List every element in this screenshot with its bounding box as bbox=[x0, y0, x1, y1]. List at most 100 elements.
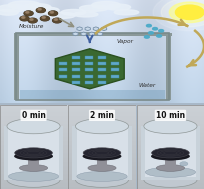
Text: 10 min: 10 min bbox=[156, 111, 185, 120]
Text: Moisture: Moisture bbox=[19, 24, 44, 29]
Ellipse shape bbox=[61, 9, 86, 15]
Polygon shape bbox=[77, 27, 82, 31]
Ellipse shape bbox=[88, 165, 116, 171]
Text: 2 min: 2 min bbox=[90, 111, 114, 120]
Bar bbox=[111, 62, 119, 65]
Bar bbox=[76, 127, 128, 177]
Circle shape bbox=[169, 2, 204, 23]
Circle shape bbox=[159, 29, 164, 32]
Ellipse shape bbox=[0, 5, 27, 12]
Bar bbox=[72, 56, 80, 59]
Ellipse shape bbox=[8, 1, 41, 9]
Circle shape bbox=[54, 19, 58, 20]
Ellipse shape bbox=[15, 148, 52, 158]
Text: Vapor: Vapor bbox=[116, 39, 133, 44]
Circle shape bbox=[49, 11, 58, 16]
Bar bbox=[72, 81, 80, 84]
Ellipse shape bbox=[7, 119, 60, 134]
Circle shape bbox=[175, 5, 204, 19]
Bar bbox=[111, 68, 119, 71]
Ellipse shape bbox=[0, 9, 18, 15]
Bar bbox=[72, 126, 132, 180]
Ellipse shape bbox=[97, 155, 107, 160]
Circle shape bbox=[149, 32, 153, 34]
Ellipse shape bbox=[114, 10, 139, 15]
Ellipse shape bbox=[92, 2, 120, 9]
Ellipse shape bbox=[8, 171, 59, 181]
Bar bbox=[4, 126, 63, 180]
Ellipse shape bbox=[144, 172, 197, 187]
Bar bbox=[111, 74, 119, 78]
Bar bbox=[59, 62, 67, 65]
Circle shape bbox=[24, 11, 33, 15]
Ellipse shape bbox=[80, 5, 108, 11]
Ellipse shape bbox=[28, 155, 39, 160]
Bar bbox=[98, 81, 106, 84]
Circle shape bbox=[20, 16, 29, 21]
Polygon shape bbox=[89, 32, 94, 36]
Ellipse shape bbox=[156, 165, 185, 171]
Bar bbox=[85, 62, 93, 65]
Polygon shape bbox=[81, 32, 86, 36]
Bar bbox=[14, 33, 172, 36]
Circle shape bbox=[37, 8, 45, 12]
Ellipse shape bbox=[73, 12, 98, 17]
Ellipse shape bbox=[19, 165, 48, 171]
Ellipse shape bbox=[106, 4, 131, 10]
Circle shape bbox=[153, 0, 204, 31]
Ellipse shape bbox=[14, 152, 53, 160]
Ellipse shape bbox=[47, 12, 75, 19]
Circle shape bbox=[40, 16, 49, 21]
Polygon shape bbox=[97, 32, 103, 36]
Ellipse shape bbox=[165, 155, 176, 160]
Bar bbox=[14, 33, 19, 100]
Bar bbox=[85, 81, 93, 84]
Polygon shape bbox=[101, 27, 107, 31]
Bar bbox=[145, 127, 196, 177]
Text: 0 min: 0 min bbox=[22, 111, 45, 120]
Bar bbox=[85, 74, 93, 78]
Bar bbox=[16, 33, 169, 100]
Polygon shape bbox=[55, 49, 124, 89]
Polygon shape bbox=[73, 32, 78, 36]
Circle shape bbox=[42, 17, 45, 18]
Ellipse shape bbox=[152, 148, 189, 158]
Ellipse shape bbox=[83, 152, 121, 160]
Bar bbox=[98, 68, 106, 71]
Bar bbox=[8, 127, 59, 177]
Bar bbox=[166, 33, 171, 100]
Circle shape bbox=[24, 11, 33, 16]
Bar bbox=[72, 62, 80, 65]
Bar bbox=[98, 74, 106, 78]
Circle shape bbox=[153, 28, 157, 30]
Polygon shape bbox=[93, 27, 99, 31]
Circle shape bbox=[146, 24, 151, 27]
Circle shape bbox=[161, 0, 204, 27]
Circle shape bbox=[29, 19, 37, 23]
Bar bbox=[28, 158, 39, 168]
Ellipse shape bbox=[144, 119, 197, 134]
Circle shape bbox=[49, 11, 57, 15]
Bar bbox=[72, 74, 80, 78]
Bar bbox=[97, 158, 107, 168]
Ellipse shape bbox=[7, 172, 60, 187]
Circle shape bbox=[20, 16, 29, 21]
Circle shape bbox=[157, 35, 162, 37]
Ellipse shape bbox=[22, 4, 51, 11]
Circle shape bbox=[28, 18, 37, 23]
Circle shape bbox=[36, 8, 45, 12]
Bar bbox=[85, 56, 93, 59]
Circle shape bbox=[38, 9, 41, 10]
Ellipse shape bbox=[77, 171, 127, 181]
Bar bbox=[165, 158, 176, 168]
Bar bbox=[72, 68, 80, 71]
Polygon shape bbox=[85, 27, 90, 31]
Circle shape bbox=[41, 16, 49, 21]
Ellipse shape bbox=[83, 148, 121, 158]
Ellipse shape bbox=[35, 7, 59, 13]
Circle shape bbox=[53, 18, 62, 23]
Ellipse shape bbox=[75, 119, 129, 134]
Circle shape bbox=[30, 19, 33, 20]
Ellipse shape bbox=[75, 172, 129, 187]
Text: Water: Water bbox=[139, 83, 156, 88]
